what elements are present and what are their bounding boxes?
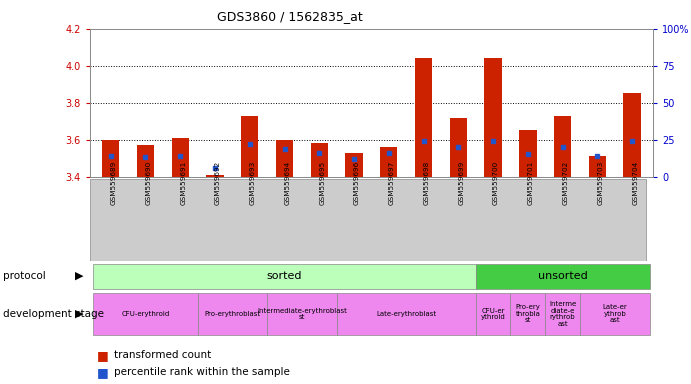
Bar — [511, 293, 545, 335]
Bar — [475, 264, 650, 288]
Bar — [475, 293, 511, 335]
Bar — [346, 152, 363, 177]
Bar — [93, 264, 475, 288]
Bar — [207, 175, 224, 177]
Text: GSM559702: GSM559702 — [562, 161, 569, 205]
Text: GSM559701: GSM559701 — [528, 161, 534, 205]
Text: GSM559693: GSM559693 — [249, 161, 256, 205]
Bar — [450, 118, 467, 177]
Bar — [580, 293, 650, 335]
Bar — [241, 116, 258, 177]
Text: ■: ■ — [97, 366, 108, 379]
Bar — [545, 293, 580, 335]
Text: Intermediate-erythroblast
st: Intermediate-erythroblast st — [257, 308, 347, 320]
Text: GSM559697: GSM559697 — [389, 161, 395, 205]
Bar — [171, 138, 189, 177]
Text: GDS3860 / 1562835_at: GDS3860 / 1562835_at — [218, 10, 363, 23]
Text: transformed count: transformed count — [114, 350, 211, 360]
Bar — [337, 293, 475, 335]
Text: GSM559703: GSM559703 — [598, 161, 603, 205]
Text: Late-er
ythrob
ast: Late-er ythrob ast — [603, 305, 627, 323]
Text: GSM559694: GSM559694 — [285, 161, 290, 205]
Text: CFU-erythroid: CFU-erythroid — [122, 311, 169, 317]
Text: ▶: ▶ — [75, 271, 84, 281]
Bar — [276, 140, 293, 177]
Bar — [93, 293, 198, 335]
Text: development stage: development stage — [3, 309, 104, 319]
Bar — [267, 293, 337, 335]
Bar — [198, 293, 267, 335]
Text: GSM559696: GSM559696 — [354, 161, 360, 205]
Bar — [380, 147, 397, 177]
Text: GSM559704: GSM559704 — [632, 161, 638, 205]
Text: unsorted: unsorted — [538, 271, 587, 281]
Text: Interme
diate-e
rythrob
ast: Interme diate-e rythrob ast — [549, 301, 576, 327]
Text: CFU-er
ythroid: CFU-er ythroid — [481, 308, 505, 320]
Text: Late-erythroblast: Late-erythroblast — [376, 311, 436, 317]
Text: GSM559689: GSM559689 — [111, 161, 117, 205]
Bar — [519, 131, 536, 177]
Text: GSM559690: GSM559690 — [145, 161, 151, 205]
Bar — [554, 116, 571, 177]
Text: protocol: protocol — [3, 271, 46, 281]
Text: percentile rank within the sample: percentile rank within the sample — [114, 367, 290, 377]
Bar — [310, 143, 328, 177]
Bar — [623, 93, 641, 177]
Text: GSM559695: GSM559695 — [319, 161, 325, 205]
Text: GSM559698: GSM559698 — [424, 161, 430, 205]
Bar — [415, 58, 433, 177]
Bar — [484, 58, 502, 177]
Text: GSM559692: GSM559692 — [215, 161, 221, 205]
Text: Pro-ery
throbla
st: Pro-ery throbla st — [515, 305, 540, 323]
Text: sorted: sorted — [267, 271, 302, 281]
Bar — [589, 156, 606, 177]
Bar — [137, 145, 154, 177]
Text: ■: ■ — [97, 349, 108, 362]
Text: Pro-erythroblast: Pro-erythroblast — [205, 311, 261, 317]
Text: GSM559699: GSM559699 — [458, 161, 464, 205]
Text: GSM559691: GSM559691 — [180, 161, 186, 205]
Text: GSM559700: GSM559700 — [493, 161, 499, 205]
Bar — [102, 140, 120, 177]
Text: ▶: ▶ — [75, 309, 84, 319]
